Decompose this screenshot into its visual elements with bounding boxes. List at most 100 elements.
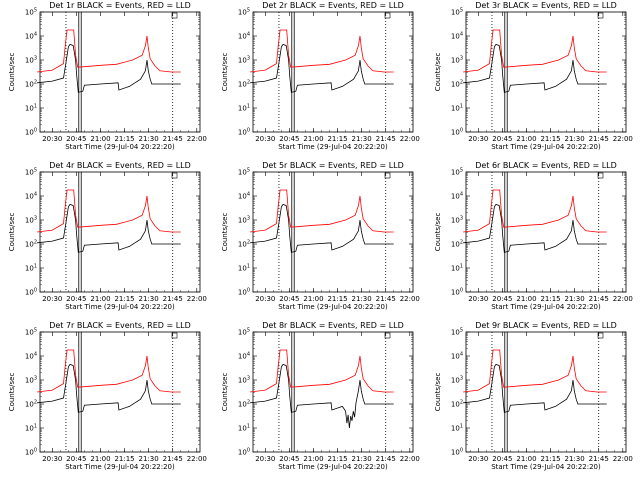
y-tick-label: 102 [25, 400, 37, 409]
y-tick-label: 101 [25, 264, 37, 273]
y-tick-label: 100 [238, 448, 250, 457]
chart-title: Det 6r BLACK = Events, RED = LLD [475, 161, 617, 170]
series-events-line [37, 203, 181, 253]
x-tick-label: 21:30 [139, 135, 159, 143]
y-tick-label: 105 [25, 8, 37, 17]
x-tick-label: 21:00 [516, 455, 536, 463]
x-tick-label: 21:15 [540, 295, 560, 303]
y-axis-label: Counts/sec [221, 213, 229, 252]
y-tick-label: 100 [451, 288, 463, 297]
series-lld-line [463, 29, 607, 73]
x-axis-label: Start Time (29-Jul-04 20:22:20) [65, 463, 175, 471]
series-events-line [37, 43, 181, 93]
x-tick-label: 22:00 [187, 135, 207, 143]
y-axis-label: Counts/sec [8, 53, 16, 92]
x-tick-label: 21:30 [565, 295, 585, 303]
chart-panel: Det 9r BLACK = Events, RED = LLD 100 101 10… [434, 321, 633, 471]
y-tick-label: 104 [25, 192, 37, 201]
x-tick-label: 20:30 [42, 135, 62, 143]
chart-panel: Det 7r BLACK = Events, RED = LLD 100 101 10… [8, 321, 207, 471]
y-tick-label: 104 [238, 192, 250, 201]
x-tick-label: 20:45 [279, 455, 299, 463]
x-tick-label: 20:45 [66, 135, 86, 143]
y-axis-label: Counts/sec [434, 213, 442, 252]
y-tick-label: 102 [451, 80, 463, 89]
x-tick-label: 22:00 [187, 295, 207, 303]
series-events-line [463, 203, 607, 253]
series-events-line [250, 363, 394, 429]
y-tick-label: 102 [238, 400, 250, 409]
legend-box [597, 332, 604, 339]
x-tick-label: 20:30 [468, 295, 488, 303]
chart-panel: Det 3r BLACK = Events, RED = LLD 100 101 10… [434, 1, 633, 151]
x-tick-label: 21:15 [114, 455, 134, 463]
series-events-line [250, 43, 394, 93]
x-tick-label: 20:45 [492, 135, 512, 143]
series-lld-line [250, 349, 394, 393]
x-axis-label: Start Time (29-Jul-04 20:22:20) [491, 463, 601, 471]
y-tick-label: 101 [238, 104, 250, 113]
chart-panel: Det 8r BLACK = Events, RED = LLD 100 101 10… [221, 321, 420, 471]
chart-title: Det 2r BLACK = Events, RED = LLD [262, 1, 404, 10]
x-tick-label: 21:15 [114, 135, 134, 143]
x-tick-label: 21:00 [303, 135, 323, 143]
chart-title: Det 1r BLACK = Events, RED = LLD [49, 1, 191, 10]
x-tick-label: 20:30 [468, 455, 488, 463]
x-tick-label: 21:30 [352, 295, 372, 303]
y-axis-label: Counts/sec [221, 373, 229, 412]
x-tick-label: 22:00 [613, 135, 633, 143]
x-tick-label: 21:45 [376, 455, 396, 463]
series-lld-line [250, 29, 394, 73]
series-events-line [37, 363, 181, 413]
y-tick-label: 100 [25, 448, 37, 457]
y-tick-label: 104 [451, 192, 463, 201]
x-tick-label: 21:45 [163, 295, 183, 303]
x-tick-label: 21:45 [589, 295, 609, 303]
x-tick-label: 21:45 [589, 135, 609, 143]
x-tick-label: 21:30 [352, 455, 372, 463]
legend-box [171, 12, 178, 19]
x-tick-label: 21:45 [163, 135, 183, 143]
y-tick-label: 101 [238, 264, 250, 273]
series-lld-line [37, 349, 181, 393]
y-tick-label: 103 [451, 56, 463, 65]
legend-box [384, 12, 391, 19]
y-tick-label: 104 [238, 352, 250, 361]
y-tick-label: 105 [451, 8, 463, 17]
x-tick-label: 20:45 [279, 135, 299, 143]
y-tick-label: 102 [451, 400, 463, 409]
x-tick-label: 20:45 [492, 295, 512, 303]
legend-box [384, 332, 391, 339]
y-tick-label: 101 [25, 424, 37, 433]
x-tick-label: 21:15 [540, 455, 560, 463]
x-tick-label: 21:00 [303, 455, 323, 463]
y-tick-label: 101 [451, 104, 463, 113]
series-lld-line [250, 189, 394, 233]
x-tick-label: 20:30 [42, 455, 62, 463]
x-axis-label: Start Time (29-Jul-04 20:22:20) [491, 303, 601, 311]
chart-title: Det 7r BLACK = Events, RED = LLD [49, 321, 191, 330]
x-axis-label: Start Time (29-Jul-04 20:22:20) [65, 303, 175, 311]
y-tick-label: 103 [451, 216, 463, 225]
chart-panel: Det 4r BLACK = Events, RED = LLD 100 101 10… [8, 161, 207, 311]
y-tick-label: 105 [25, 328, 37, 337]
series-lld-line [37, 189, 181, 233]
series-events-line [463, 43, 607, 93]
x-tick-label: 22:00 [400, 455, 420, 463]
series-lld-line [463, 349, 607, 393]
y-tick-label: 105 [238, 168, 250, 177]
x-tick-label: 21:15 [327, 455, 347, 463]
legend-box [171, 332, 178, 339]
x-tick-label: 20:45 [66, 455, 86, 463]
chart-title: Det 9r BLACK = Events, RED = LLD [475, 321, 617, 330]
x-tick-label: 22:00 [613, 455, 633, 463]
x-tick-label: 21:30 [139, 455, 159, 463]
x-tick-label: 20:30 [255, 135, 275, 143]
y-tick-label: 100 [238, 128, 250, 137]
x-tick-label: 21:45 [163, 455, 183, 463]
y-tick-label: 102 [238, 240, 250, 249]
legend-box [597, 172, 604, 179]
chart-title: Det 5r BLACK = Events, RED = LLD [262, 161, 404, 170]
x-tick-label: 21:00 [303, 295, 323, 303]
x-axis-label: Start Time (29-Jul-04 20:22:20) [491, 143, 601, 151]
